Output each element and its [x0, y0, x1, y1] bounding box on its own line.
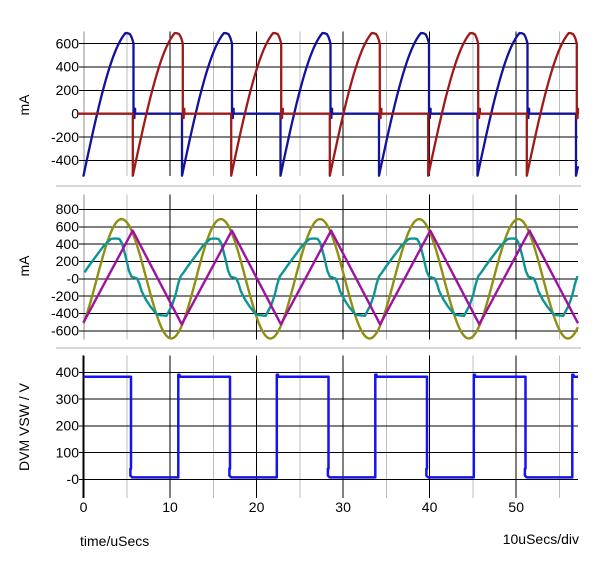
svg-text:mA: mA [16, 94, 32, 116]
svg-text:10: 10 [162, 499, 178, 515]
svg-text:400: 400 [56, 59, 80, 75]
svg-text:-400: -400 [51, 305, 79, 321]
svg-text:DVM VSW / V: DVM VSW / V [16, 382, 32, 471]
svg-text:-200: -200 [51, 129, 79, 145]
svg-text:600: 600 [56, 35, 80, 51]
svg-text:20: 20 [249, 499, 265, 515]
svg-text:400: 400 [56, 364, 80, 380]
svg-text:10uSecs/div: 10uSecs/div [503, 531, 579, 547]
svg-text:time/uSecs: time/uSecs [80, 533, 149, 549]
svg-text:-600: -600 [51, 323, 79, 339]
svg-text:40: 40 [422, 499, 438, 515]
svg-text:0: 0 [71, 105, 79, 121]
svg-text:200: 200 [56, 253, 80, 269]
svg-text:30: 30 [335, 499, 351, 515]
svg-text:-0: -0 [67, 471, 80, 487]
svg-text:-400: -400 [51, 152, 79, 168]
svg-text:800: 800 [56, 201, 80, 217]
svg-text:0: 0 [80, 499, 88, 515]
svg-text:300: 300 [56, 391, 80, 407]
svg-text:600: 600 [56, 218, 80, 234]
svg-text:-200: -200 [51, 288, 79, 304]
svg-text:mA: mA [16, 255, 32, 277]
svg-text:400: 400 [56, 236, 80, 252]
svg-text:100: 100 [56, 444, 80, 460]
svg-text:200: 200 [56, 82, 80, 98]
svg-text:-0: -0 [67, 271, 80, 287]
svg-text:200: 200 [56, 418, 80, 434]
svg-text:50: 50 [508, 499, 524, 515]
